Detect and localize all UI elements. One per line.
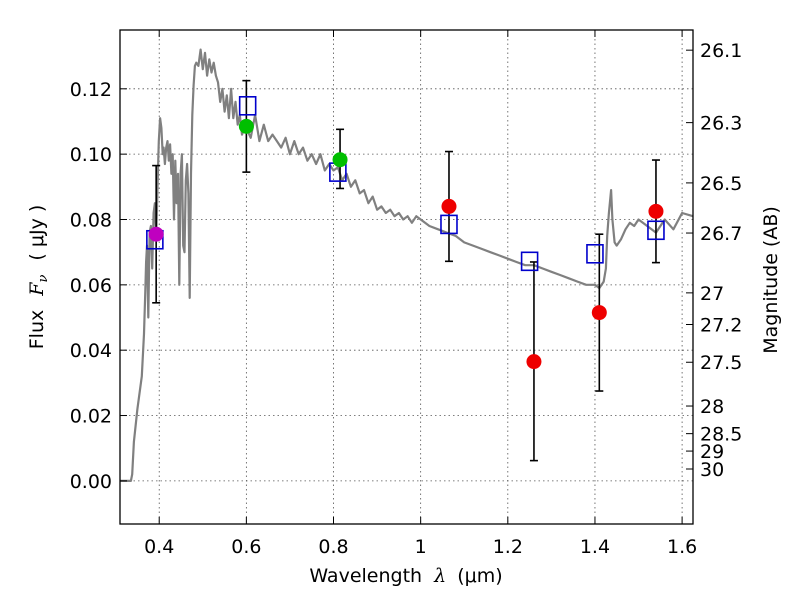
- magnitude-tick-label: 27.2: [700, 314, 742, 336]
- magnitude-tick-label: 26.3: [700, 113, 742, 135]
- magnitude-tick-label: 28.5: [700, 424, 742, 446]
- y-tick-label: 0.02: [70, 406, 112, 428]
- model-sed-line: [120, 48, 694, 482]
- observed-point-optical: [238, 118, 254, 134]
- model-photometry-square: [238, 95, 257, 116]
- magnitude-tick-label: 26.5: [700, 173, 742, 195]
- y-tick-label: 0.00: [70, 471, 112, 493]
- magnitude-tick-label: 29: [700, 441, 724, 463]
- observed-point-uv: [148, 226, 164, 242]
- x-tick-label: 1.4: [580, 536, 610, 558]
- model-photometry-square: [586, 244, 604, 264]
- y-tick-label: 0.08: [70, 209, 112, 231]
- model-photometry-square: [647, 220, 665, 241]
- x-tick-label: 1.6: [667, 536, 697, 558]
- y-tick-label: 0.12: [70, 79, 112, 101]
- magnitude-tick-label: 27.5: [700, 352, 742, 374]
- axis-ticks: 0.4 0.6 0.8 1 1.2 1.4 1.6 0.00 0.02 0.04 0.06 0.08 0…: [70, 30, 742, 558]
- x-tick-label: 1: [415, 536, 427, 558]
- magnitude-tick-label: 26.7: [700, 223, 742, 245]
- x-tick-label: 0.6: [231, 536, 261, 558]
- magnitude-axis-label: Magnitude (AB): [760, 206, 782, 354]
- y-tick-label: 0.10: [70, 144, 112, 166]
- y-axis-label: Flux Fν ( μJy ): [26, 205, 52, 350]
- observed-point-ir: [591, 305, 607, 321]
- x-tick-label: 1.2: [493, 536, 523, 558]
- x-tick-label: 0.4: [144, 536, 174, 558]
- y-tick-label: 0.04: [70, 340, 112, 362]
- observed-point-optical: [332, 152, 348, 168]
- x-tick-label: 0.8: [318, 536, 348, 558]
- x-axis-label: Wavelength λ (μm): [309, 565, 502, 587]
- observed-point-ir: [648, 203, 664, 219]
- y-tick-label: 0.06: [70, 275, 112, 297]
- magnitude-tick-label: 28: [700, 396, 724, 418]
- observed-point-ir: [441, 198, 457, 214]
- model-photometry-square: [520, 251, 539, 272]
- magnitude-tick-label: 26.1: [700, 40, 742, 62]
- magnitude-tick-label: 30: [700, 459, 724, 481]
- magnitude-tick-label: 27: [700, 283, 724, 305]
- observed-point-ir: [526, 354, 542, 370]
- grid: [120, 30, 693, 524]
- model-photometry-square: [440, 214, 458, 235]
- plot-frame: [119, 29, 694, 525]
- plot-series: [120, 48, 694, 482]
